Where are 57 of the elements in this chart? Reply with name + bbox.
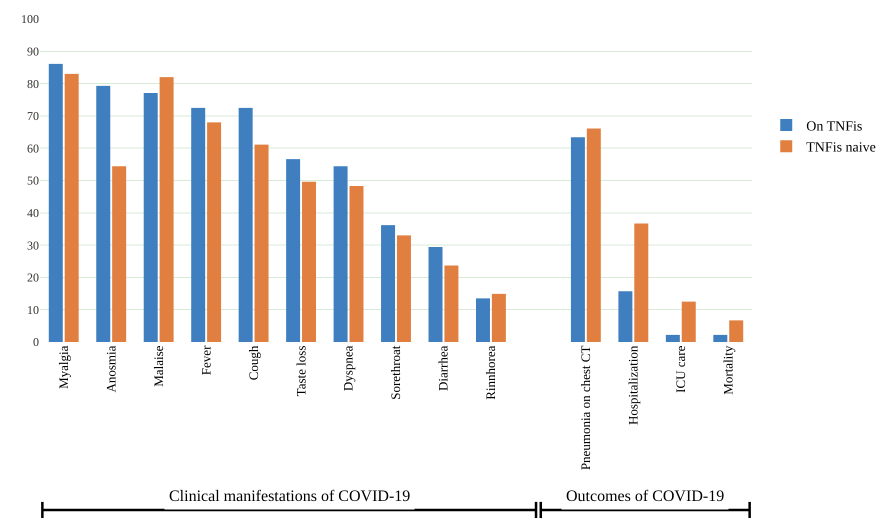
y-tick-label: 30 bbox=[27, 238, 39, 252]
text: Clinical manifestations of COVID-19 bbox=[169, 488, 410, 505]
bar bbox=[207, 122, 222, 342]
x-tick-label: Dyspnea bbox=[340, 345, 356, 392]
bar bbox=[634, 223, 648, 342]
y-tick-label: 10 bbox=[27, 302, 39, 317]
x-tick-label: Diarrhea bbox=[436, 345, 451, 392]
bar bbox=[618, 291, 632, 342]
bar bbox=[160, 77, 174, 342]
bar bbox=[586, 128, 601, 342]
y-tick-label: 40 bbox=[27, 206, 39, 220]
bar bbox=[238, 108, 253, 342]
bar bbox=[396, 235, 411, 342]
y-tick-label: 70 bbox=[27, 109, 39, 124]
x-tick-label: Anosmia bbox=[103, 345, 118, 393]
bar bbox=[682, 302, 696, 342]
bar bbox=[191, 108, 206, 342]
bar bbox=[381, 225, 396, 342]
x-tick-label: Sorethroat bbox=[388, 345, 404, 400]
y-tick-label: 100 bbox=[21, 12, 39, 26]
x-tick-label: Hospitalization bbox=[626, 345, 641, 426]
x-tick-label: Pneumonia on chest CT bbox=[578, 346, 594, 470]
legend-label: On TNFis bbox=[806, 120, 862, 134]
bar bbox=[713, 334, 728, 342]
y-tick-label: 20 bbox=[27, 270, 39, 285]
x-tick-label: Taste loss bbox=[293, 346, 308, 396]
bar bbox=[492, 294, 506, 342]
y-tick-label: 50 bbox=[27, 174, 39, 188]
bar bbox=[254, 144, 269, 342]
bar bbox=[334, 166, 348, 342]
bar bbox=[144, 92, 158, 342]
x-tick-label: Myalgia bbox=[56, 345, 71, 389]
bar bbox=[302, 182, 316, 342]
x-tick-label: Mortality bbox=[720, 345, 736, 395]
y-tick-label: 0 bbox=[33, 335, 39, 350]
bar bbox=[444, 265, 458, 342]
text: Outcomes of COVID-19 bbox=[566, 488, 724, 505]
bar bbox=[476, 298, 490, 342]
bar bbox=[428, 247, 443, 342]
bar bbox=[96, 86, 110, 342]
x-tick-label: Malaise bbox=[150, 345, 166, 387]
legend-label: TNFis naive bbox=[806, 140, 876, 156]
bar bbox=[286, 159, 300, 342]
x-tick-label: ICU care bbox=[673, 345, 688, 393]
y-tick-label: 90 bbox=[27, 44, 39, 58]
bar bbox=[48, 64, 63, 342]
x-tick-label: Rinnhorea bbox=[483, 345, 498, 400]
y-tick-label: 60 bbox=[27, 141, 39, 156]
bar bbox=[112, 166, 126, 342]
x-tick-label: Fever bbox=[198, 344, 214, 376]
y-tick-label: 80 bbox=[27, 76, 39, 91]
bar bbox=[349, 186, 364, 342]
bar bbox=[64, 74, 79, 342]
bar bbox=[729, 320, 744, 342]
bar bbox=[666, 334, 680, 342]
x-tick-label: Cough bbox=[246, 345, 261, 380]
bar bbox=[570, 137, 585, 342]
